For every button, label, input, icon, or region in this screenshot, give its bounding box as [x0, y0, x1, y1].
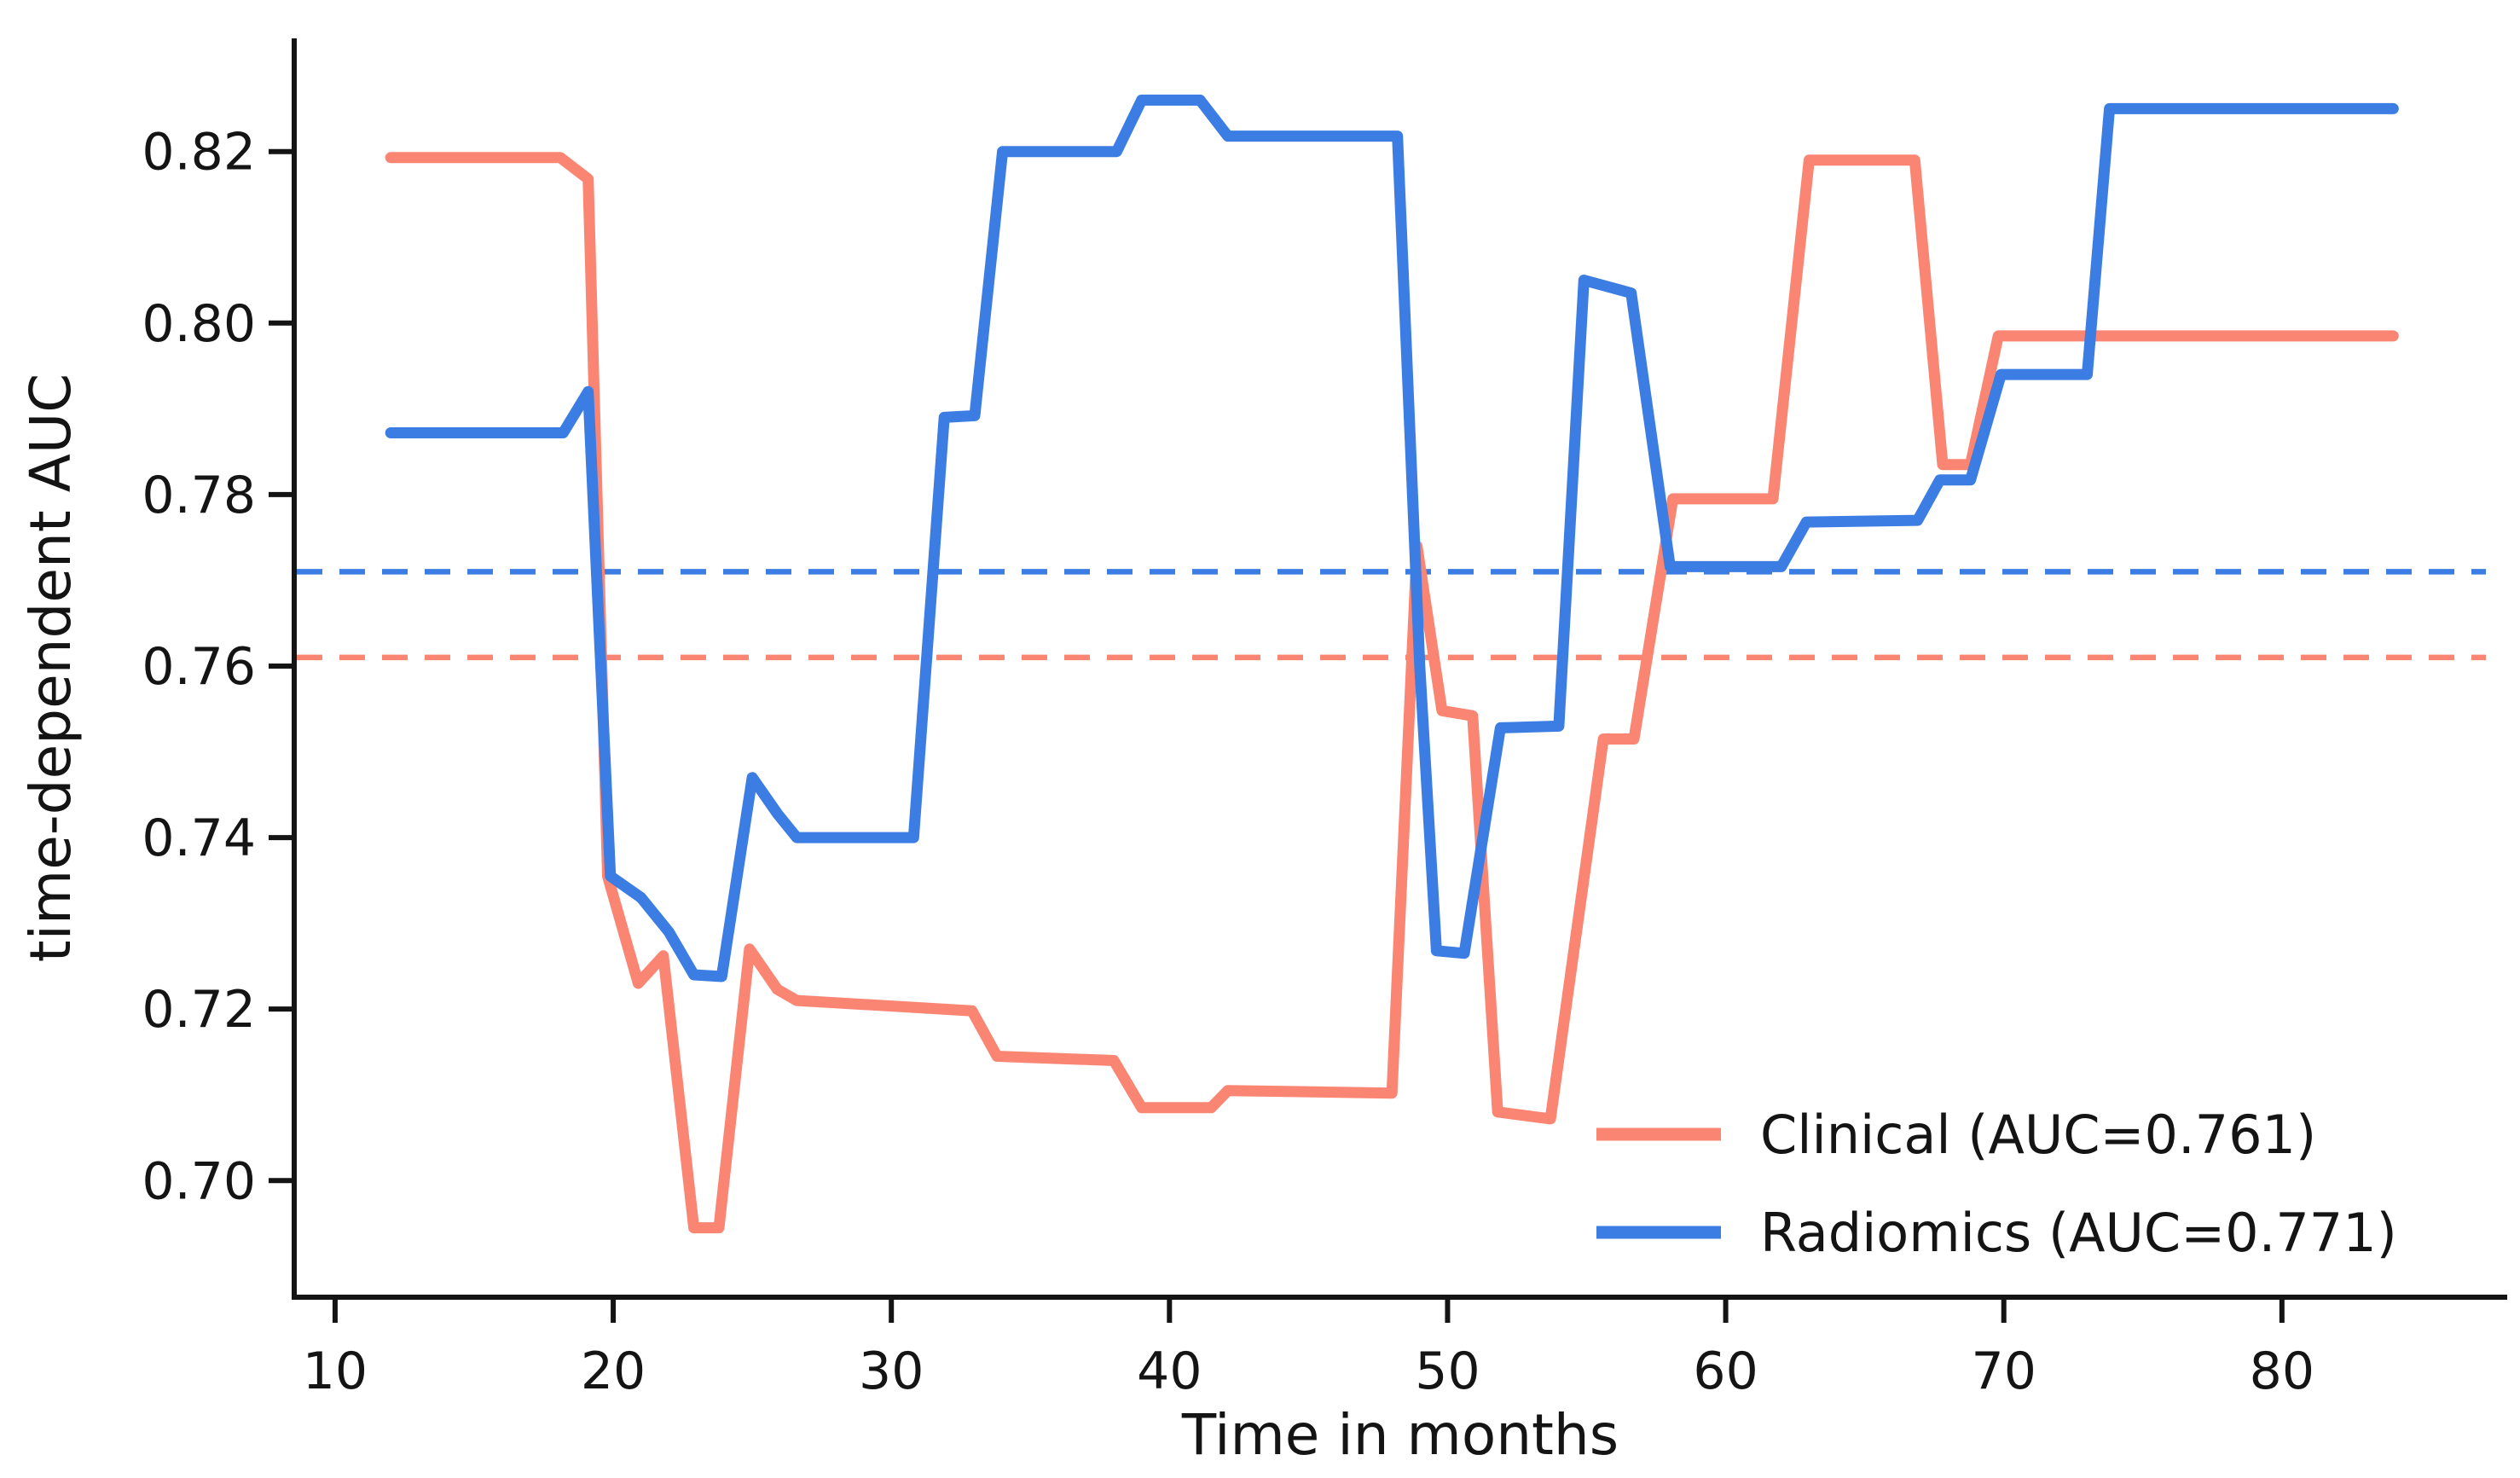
x-tick-label: 60 — [1693, 1342, 1758, 1401]
y-tick-label: 0.72 — [142, 980, 256, 1040]
y-tick-label: 0.80 — [142, 294, 256, 354]
x-axis-label: Time in months — [1181, 1402, 1619, 1468]
x-tick-label: 40 — [1137, 1342, 1202, 1401]
series-layer — [385, 94, 2399, 1234]
legend-label-clinical: Clinical (AUC=0.761) — [1760, 1104, 2316, 1166]
y-tick-label: 0.82 — [142, 123, 256, 183]
axes-layer: 0.70 0.72 0.74 0.76 0.78 0.80 0.82 10 20 30 40 50 60… — [142, 38, 2507, 1401]
legend-item-radiomics: Radiomics (AUC=0.771) — [1596, 1202, 2397, 1264]
y-tick-label: 0.70 — [142, 1151, 256, 1211]
x-tick-label: 20 — [581, 1342, 646, 1401]
x-tick-label: 50 — [1415, 1342, 1480, 1401]
x-tick-label: 70 — [1972, 1342, 2036, 1401]
radiomics-line — [385, 94, 2399, 982]
clinical-line — [385, 152, 2399, 1234]
y-tick-label: 0.74 — [142, 809, 256, 868]
y-tick-label: 0.76 — [142, 637, 256, 697]
x-tick-label: 30 — [859, 1342, 924, 1401]
legend: Clinical (AUC=0.761) Radiomics (AUC=0.77… — [1596, 1104, 2397, 1264]
x-tick-label: 10 — [303, 1342, 368, 1401]
y-tick-label: 0.78 — [142, 466, 256, 525]
x-tick-label: 80 — [2250, 1342, 2314, 1401]
reference-lines-layer — [297, 569, 2486, 661]
y-axis-label: time-dependent AUC — [18, 374, 84, 963]
legend-item-clinical: Clinical (AUC=0.761) — [1596, 1104, 2316, 1166]
legend-label-radiomics: Radiomics (AUC=0.771) — [1760, 1202, 2397, 1264]
